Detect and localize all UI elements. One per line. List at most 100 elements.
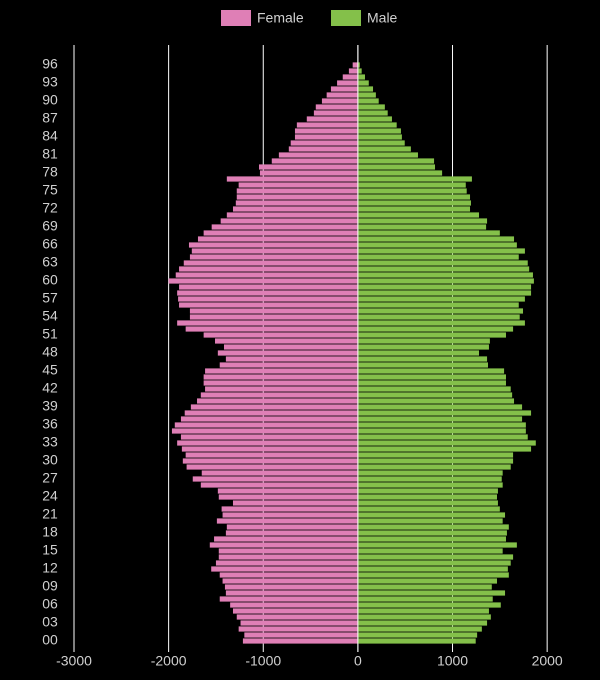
bar: [357, 326, 514, 332]
bar: [357, 518, 503, 524]
y-tick-label: 45: [42, 362, 58, 378]
bar: [357, 506, 500, 512]
bar: [296, 122, 358, 128]
bar: [222, 512, 358, 518]
bar: [179, 302, 358, 308]
bar: [357, 482, 503, 488]
bar: [171, 428, 358, 434]
bar: [357, 446, 532, 452]
bar: [357, 134, 402, 140]
bar: [357, 578, 497, 584]
bar: [209, 542, 358, 548]
bar: [357, 284, 532, 290]
bar: [348, 68, 358, 74]
bar: [357, 176, 472, 182]
bar: [357, 542, 517, 548]
bar: [259, 170, 358, 176]
legend-swatch: [221, 10, 251, 26]
y-tick-label: 03: [42, 614, 58, 630]
y-tick-label: 48: [42, 344, 58, 360]
bar: [357, 68, 362, 74]
x-tick-label: 0: [354, 653, 362, 669]
y-tick-label: 54: [42, 308, 58, 324]
bar: [203, 380, 358, 386]
bar: [179, 284, 358, 290]
bar: [181, 446, 358, 452]
bar: [357, 536, 506, 542]
bar: [357, 626, 482, 632]
bar: [357, 620, 488, 626]
y-tick-label: 06: [42, 596, 58, 612]
bar: [203, 230, 358, 236]
bar: [357, 182, 466, 188]
bar: [192, 476, 358, 482]
bar: [201, 470, 358, 476]
bar: [220, 218, 358, 224]
bar: [240, 620, 358, 626]
x-tick-label: -1000: [245, 653, 281, 669]
bar: [357, 110, 388, 116]
bar: [306, 116, 358, 122]
y-tick-label: 09: [42, 578, 58, 594]
bar: [177, 290, 358, 296]
bar: [214, 536, 358, 542]
bar: [180, 434, 358, 440]
bar: [357, 218, 488, 224]
y-tick-label: 81: [42, 146, 58, 162]
bar: [294, 134, 358, 140]
bar: [236, 188, 358, 194]
bar: [357, 170, 443, 176]
bar: [357, 416, 523, 422]
x-tick-label: 1000: [437, 653, 468, 669]
bar: [211, 224, 358, 230]
bar: [321, 98, 358, 104]
bar: [288, 146, 358, 152]
bar: [357, 356, 488, 362]
bar: [357, 584, 492, 590]
bar: [203, 374, 358, 380]
bar: [357, 398, 515, 404]
y-tick-label: 72: [42, 200, 58, 216]
bar: [357, 476, 502, 482]
y-tick-label: 15: [42, 542, 58, 558]
bar: [216, 518, 358, 524]
bar: [357, 434, 528, 440]
bar: [357, 560, 511, 566]
bar: [180, 416, 358, 422]
y-tick-label: 51: [42, 326, 58, 342]
y-tick-label: 36: [42, 416, 58, 432]
bar: [357, 422, 526, 428]
bar: [357, 458, 514, 464]
bar: [357, 320, 525, 326]
bar: [357, 92, 376, 98]
bar: [357, 62, 360, 68]
bar: [357, 440, 536, 446]
bar: [226, 524, 358, 530]
y-tick-label: 87: [42, 110, 58, 126]
bar: [189, 314, 358, 320]
bar: [357, 314, 520, 320]
bar: [217, 488, 358, 494]
bar: [357, 254, 519, 260]
bar: [219, 362, 358, 368]
bar: [342, 74, 358, 80]
bar: [215, 560, 358, 566]
bar: [357, 632, 478, 638]
y-tick-label: 78: [42, 164, 58, 180]
y-tick-label: 63: [42, 254, 58, 270]
bar: [294, 128, 358, 134]
bar: [226, 212, 358, 218]
x-tick-label: 2000: [532, 653, 563, 669]
y-tick-label: 96: [42, 56, 58, 72]
bar: [214, 338, 358, 344]
bar: [357, 572, 509, 578]
bar: [357, 380, 506, 386]
bar: [226, 176, 358, 182]
bar: [357, 500, 498, 506]
bar: [218, 548, 358, 554]
bar: [222, 578, 358, 584]
bar: [218, 494, 358, 500]
bar: [357, 104, 385, 110]
bar: [189, 254, 358, 260]
